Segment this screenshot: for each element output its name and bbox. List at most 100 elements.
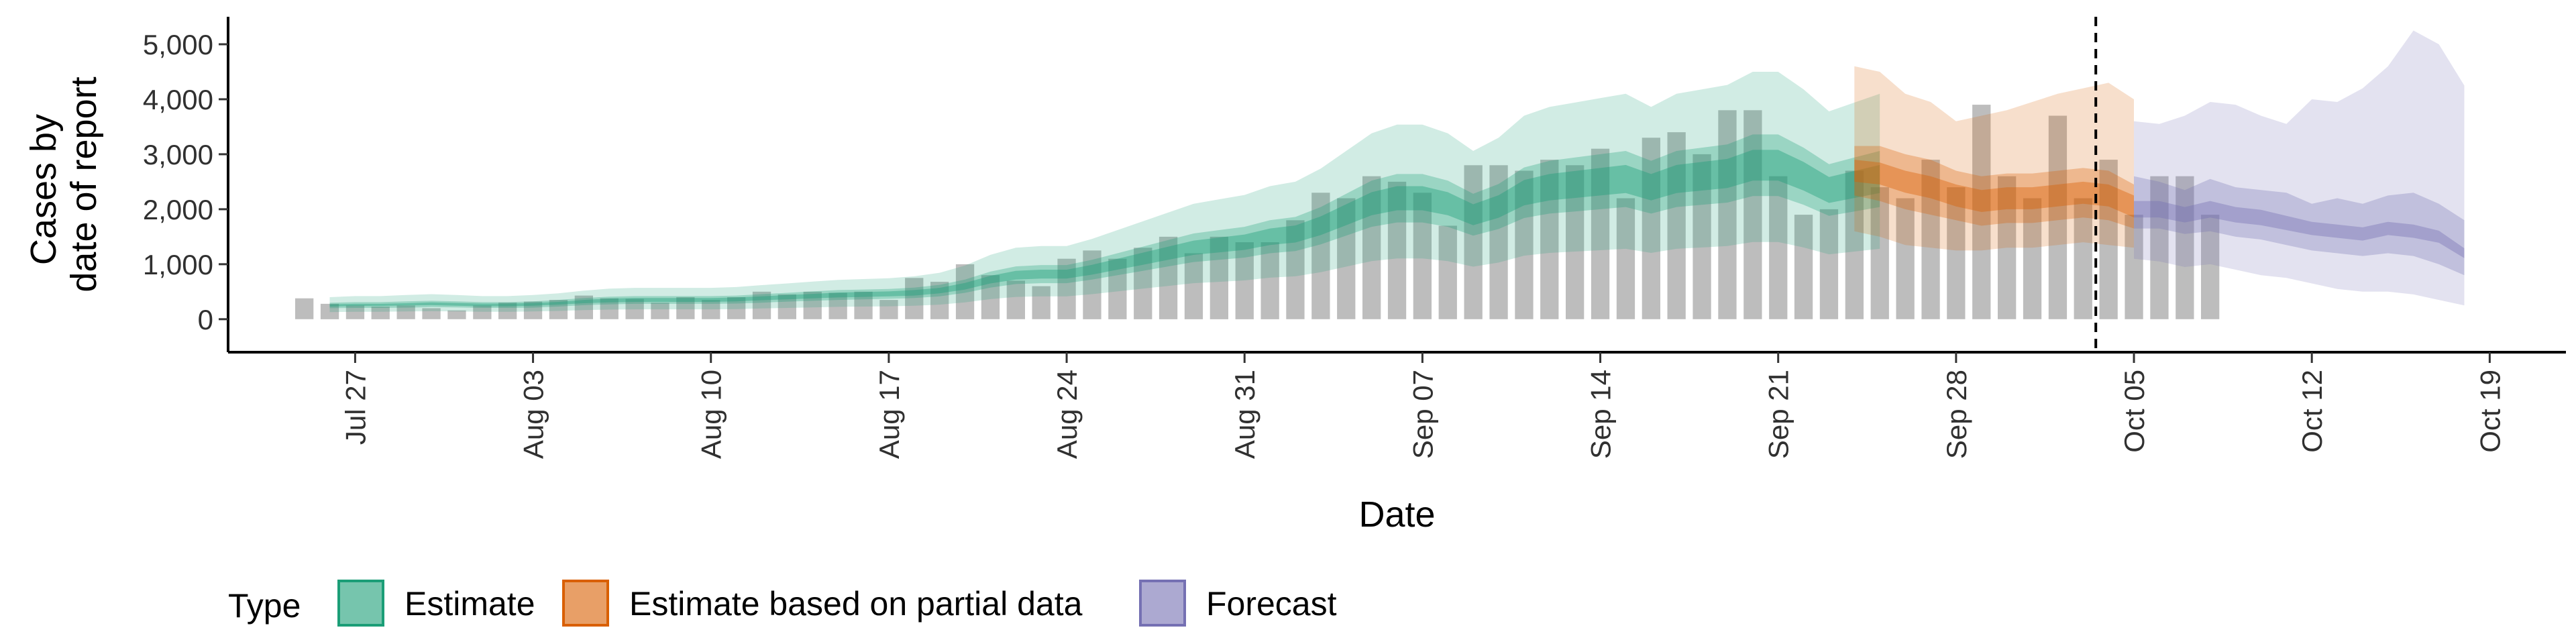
series-0-band-50 [329,134,1880,309]
reported-bar [676,297,695,319]
reported-bar [371,307,390,319]
reported-bar [981,275,1000,319]
reported-bar [2176,176,2194,319]
reported-bar [1845,170,1864,319]
reported-bar [1464,165,1483,319]
reported-bar [295,298,314,319]
y-tick-label: 3,000 [143,139,213,170]
reported-bar [473,305,492,319]
reported-bar [1159,236,1178,319]
reported-bar [1083,250,1102,319]
reported-bar [625,299,644,319]
reported-cases-layer [295,105,2220,319]
reported-bar [1311,193,1330,319]
reported-bar [1693,154,1711,319]
reported-bar [600,298,619,319]
y-tick-label: 5,000 [143,29,213,60]
reported-bar [1235,242,1254,319]
reported-bar [1896,198,1915,319]
reported-bar [828,292,847,319]
reported-bar [1438,225,1457,319]
reported-bar [1616,198,1635,319]
y-axis-title-line-2: date of report [64,76,104,292]
reported-bar [1260,242,1279,319]
reported-bar [854,291,873,319]
series-0-band-90 [329,72,1880,313]
reported-bar [1998,176,2017,319]
series-1-band-50 [1854,146,2134,229]
x-axis-title: Date [1358,494,1435,535]
reported-bar [1413,193,1432,319]
reported-bar [320,303,339,319]
reported-bar [1667,132,1686,319]
reported-bar [2150,176,2169,319]
reported-bar [498,303,517,319]
series-1-band-90 [1854,66,2134,251]
series-2-band-90 [2134,30,2465,306]
reported-bar [1515,170,1534,319]
reported-bar [651,303,669,319]
x-tick-label: Aug 24 [1051,370,1083,459]
reported-bar [930,282,949,319]
x-tick-label: Oct 19 [2474,370,2506,453]
reported-bar [905,278,924,319]
ribbon-layer [329,30,2465,313]
y-axis-title-line-1: Cases by [23,114,64,265]
reported-bar [396,305,415,319]
reported-bar [1819,209,1839,319]
legend-swatch-0 [337,580,384,627]
reported-bar [1743,110,1762,319]
x-tick-label: Oct 05 [2118,370,2150,453]
reported-bar [1591,148,1610,319]
y-tick-label: 2,000 [143,194,213,225]
reported-bar [1286,220,1305,319]
reported-bar [1489,165,1508,319]
y-axis-title: Cases by date of report [23,76,104,292]
legend-title: Type [228,587,301,625]
reported-bar [702,300,720,319]
reported-bar [1006,280,1025,319]
y-tick-label: 1,000 [143,249,213,280]
legend: Type Estimate Estimate based on partial d… [228,580,1337,627]
legend-swatch-2 [1139,580,1186,627]
reported-bar [777,294,796,319]
y-tick-label: 0 [198,304,213,335]
reported-bar [1210,236,1228,319]
axes-layer: 0 1,000 2,000 3,000 4,000 5,000 Jul 27 Aug 03 Au… [143,17,2566,459]
reported-bar [1972,105,1991,319]
reported-bar [1566,165,1585,319]
reported-bar [1134,248,1152,319]
reported-bar [345,305,365,319]
reported-bar [1870,187,1889,319]
reported-bar [1794,215,1813,319]
reported-bar [955,264,975,319]
x-tick-label: Aug 10 [696,370,727,459]
x-tick-label: Oct 12 [2296,370,2328,453]
reported-bar [549,300,568,319]
reported-bar [2201,215,2220,319]
reported-bar [523,301,543,319]
reported-bar [2074,198,2092,319]
reported-bar [2125,215,2143,319]
reported-bar [1540,160,1559,319]
x-tick-label: Aug 03 [518,370,549,459]
reported-bar [1032,286,1051,319]
reported-bar [727,297,746,319]
reported-bar [447,310,466,319]
series-2-band-50 [2134,176,2465,276]
x-tick-label: Aug 31 [1229,370,1260,459]
x-tick-label: Jul 27 [339,370,371,445]
reported-bar [574,295,593,319]
reported-bar [879,300,898,319]
y-tick-label: 4,000 [143,84,213,115]
legend-label-2: Forecast [1206,585,1337,623]
x-tick-label: Sep 28 [1941,370,1972,459]
reported-bar [1769,176,1788,319]
legend-swatch-1 [562,580,609,627]
series-0-band-20 [329,150,1880,307]
legend-label-0: Estimate [405,585,535,623]
reported-bar [422,308,441,319]
reported-bar [1337,198,1356,319]
reported-bar [752,291,771,319]
